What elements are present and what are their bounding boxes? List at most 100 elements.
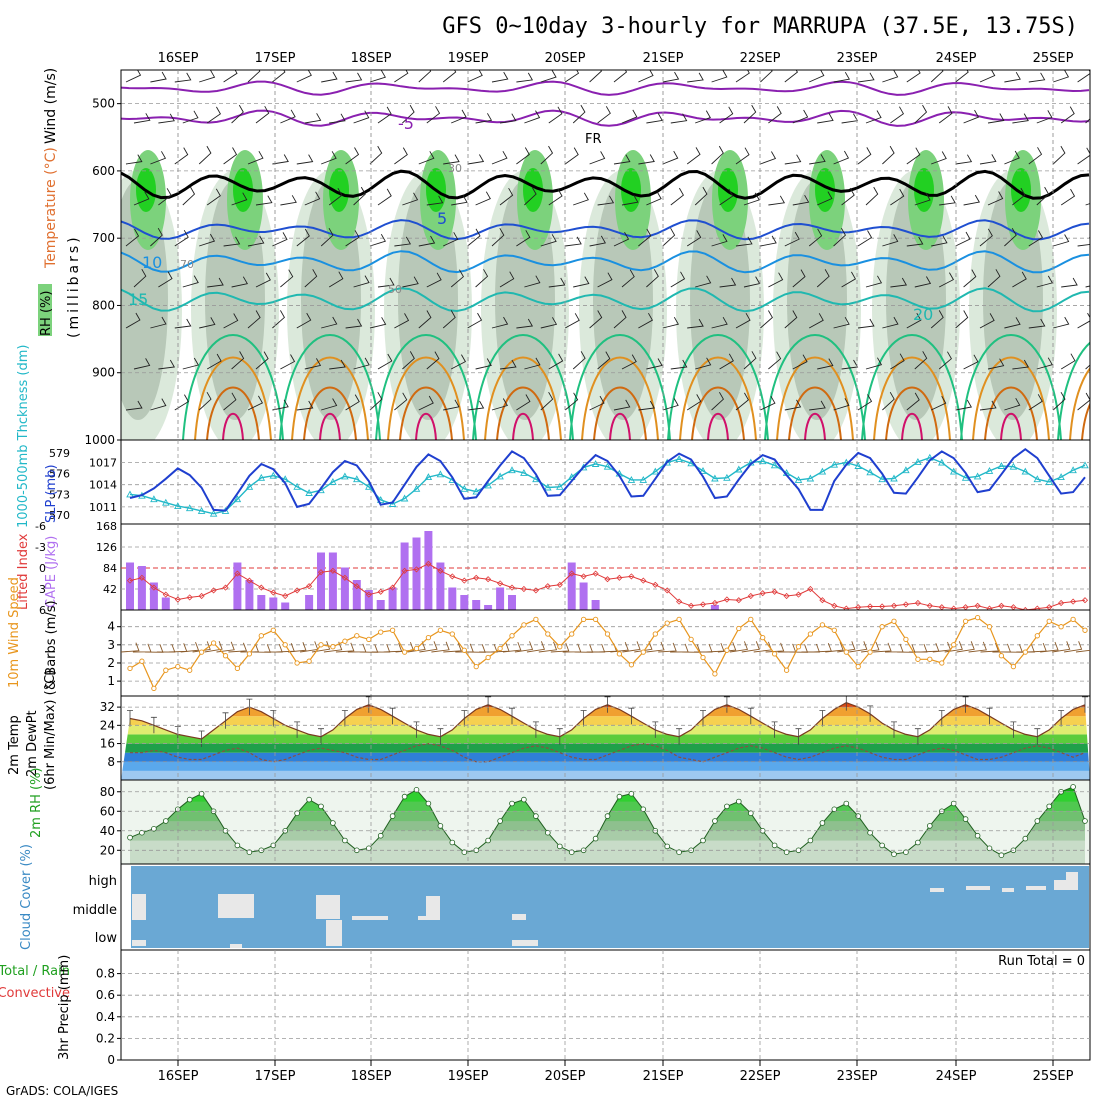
wind-speed-point	[366, 636, 372, 643]
wind-barb-10m	[896, 644, 916, 653]
wind-barb	[418, 310, 432, 329]
wind-barb-10m	[837, 641, 856, 653]
cape-bar	[508, 595, 516, 610]
rh-point	[950, 800, 957, 807]
wind-barb-10m	[1040, 641, 1059, 653]
rh-point	[461, 849, 468, 855]
wind-barb	[247, 235, 265, 247]
thickness-point	[174, 502, 182, 510]
wind-barb	[695, 110, 711, 124]
wind-barb	[540, 317, 558, 329]
li-point	[150, 584, 157, 591]
wind-barb	[426, 351, 440, 370]
li-point	[735, 597, 742, 604]
li-point	[688, 602, 695, 609]
wind-barb	[247, 150, 264, 165]
wind-speed-point	[592, 616, 599, 623]
wind-barb-10m	[1075, 649, 1090, 653]
temp-band-5	[121, 725, 1090, 735]
wind-barb-10m	[335, 642, 355, 653]
wind-barb-10m	[538, 641, 558, 653]
wind-barb	[955, 70, 969, 83]
li-point	[640, 577, 647, 584]
wind-barb	[694, 186, 708, 206]
rh-axis-tick-label-2: 40	[100, 824, 115, 838]
wind-barb	[638, 70, 654, 83]
wind-barb-10m	[395, 642, 415, 653]
li-point	[449, 573, 456, 580]
thickness-point	[866, 468, 874, 476]
wind-barb	[930, 310, 944, 329]
wind-barb-10m	[741, 641, 760, 653]
cloud-level-label-low: low	[95, 931, 118, 946]
wind-barb	[1028, 230, 1044, 247]
wind-barb	[938, 351, 952, 370]
wind-barb	[182, 357, 199, 370]
cloud-block	[230, 944, 242, 948]
wind-axis-tick-label-0: 4	[107, 620, 115, 634]
cape-bar	[317, 552, 325, 610]
wind-barb-10m	[574, 644, 594, 653]
rh-point	[485, 837, 491, 844]
wind-barb	[938, 106, 953, 124]
temp-minmax-bar	[867, 705, 874, 722]
li-point	[532, 587, 539, 594]
wind-barb	[540, 234, 557, 247]
wind-speed-point	[401, 649, 408, 655]
wind-barb-10m	[705, 642, 725, 653]
wind-barb	[808, 228, 823, 247]
wind-barb	[516, 394, 531, 411]
rh-point	[533, 813, 539, 819]
cape-bar	[412, 537, 421, 610]
rh-point	[926, 823, 933, 829]
wind-barb	[768, 272, 784, 288]
wind-barb	[1077, 236, 1090, 247]
li-point	[974, 602, 981, 609]
li-tick-label-3: 3	[39, 583, 46, 596]
li-point	[1046, 604, 1053, 610]
temp-minmax-bar	[389, 707, 396, 725]
thickness-point	[1045, 477, 1053, 485]
thickness-point	[185, 504, 194, 512]
wind-speed-point	[724, 647, 730, 653]
wind-barb	[719, 106, 734, 124]
thickness-point	[269, 471, 278, 479]
li-point	[1058, 599, 1065, 607]
wind-barb	[133, 191, 150, 206]
wind-barb	[182, 186, 196, 206]
wind-barb	[711, 70, 728, 83]
thickness-tick-label-2: 573	[49, 488, 70, 501]
li-point	[437, 567, 444, 574]
contour-label-rh30: 30	[448, 162, 462, 175]
li-point	[377, 588, 384, 595]
wind-axis-tick-label-1: 3	[107, 638, 115, 652]
wind-barb	[377, 188, 392, 206]
wind-barb	[906, 236, 924, 247]
contour-minus5	[121, 109, 1090, 127]
cape-bar	[579, 582, 588, 610]
rh-point	[807, 837, 814, 844]
profile-panel: -5 FR 5 10 15 20 30 50 70 500 600 700 800 900 1000	[84, 69, 1091, 447]
wind-barb	[930, 70, 944, 83]
wind-barb	[125, 312, 141, 329]
cape-plot-area	[121, 531, 1090, 610]
wind-barb	[662, 398, 679, 411]
wind-barb	[760, 395, 776, 411]
wind-speed-point	[258, 633, 264, 639]
wind-barb	[272, 154, 289, 165]
rh-point	[544, 829, 551, 836]
contour-35-dome-3	[512, 412, 534, 440]
contour-20-dome-2	[375, 334, 477, 440]
wind-barb-10m	[204, 641, 223, 653]
wind-barb	[906, 70, 921, 83]
wind-barb	[662, 71, 680, 83]
rh-point	[437, 823, 444, 829]
wind-barb-10m	[550, 642, 570, 653]
wind-barb	[223, 147, 238, 165]
cape-bar	[149, 582, 158, 610]
wind-barb-10m	[323, 641, 343, 653]
wind-barb	[662, 150, 679, 165]
wind-barb	[784, 231, 800, 247]
li-point	[425, 560, 432, 567]
thickness-point	[902, 466, 910, 474]
